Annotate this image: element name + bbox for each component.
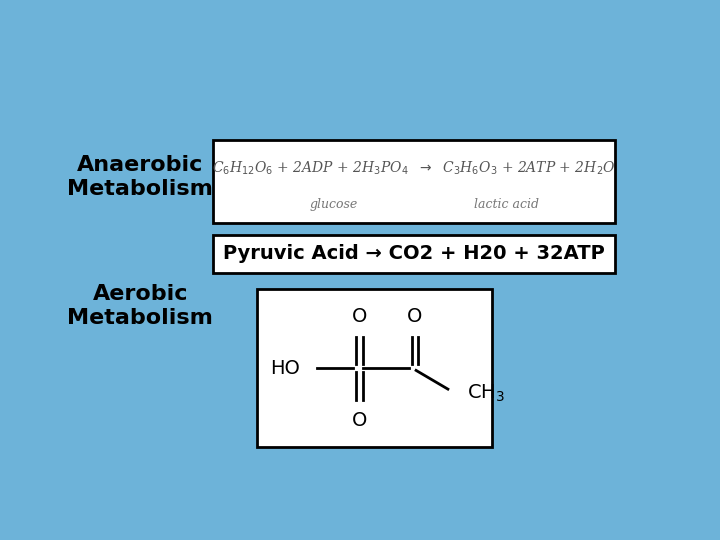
Text: O: O <box>351 307 367 326</box>
Text: glucose: glucose <box>309 198 357 211</box>
Text: HO: HO <box>270 359 300 378</box>
Text: O: O <box>408 307 423 326</box>
Text: Pyruvic Acid → CO2 + H20 + 32ATP: Pyruvic Acid → CO2 + H20 + 32ATP <box>222 245 605 264</box>
Bar <box>258 289 492 447</box>
Text: Anaerobic
Metabolism: Anaerobic Metabolism <box>67 156 213 199</box>
Text: lactic acid: lactic acid <box>474 198 539 211</box>
Text: CH$_3$: CH$_3$ <box>467 383 505 404</box>
Bar <box>213 235 615 273</box>
Bar <box>213 140 615 223</box>
Text: C$_6$H$_{12}$O$_6$ + 2ADP + 2H$_3$PO$_4$  $\rightarrow$  C$_3$H$_6$O$_3$ + 2ATP : C$_6$H$_{12}$O$_6$ + 2ADP + 2H$_3$PO$_4$… <box>212 160 616 178</box>
Text: O: O <box>351 411 367 430</box>
Text: Aerobic
Metabolism: Aerobic Metabolism <box>67 285 213 328</box>
